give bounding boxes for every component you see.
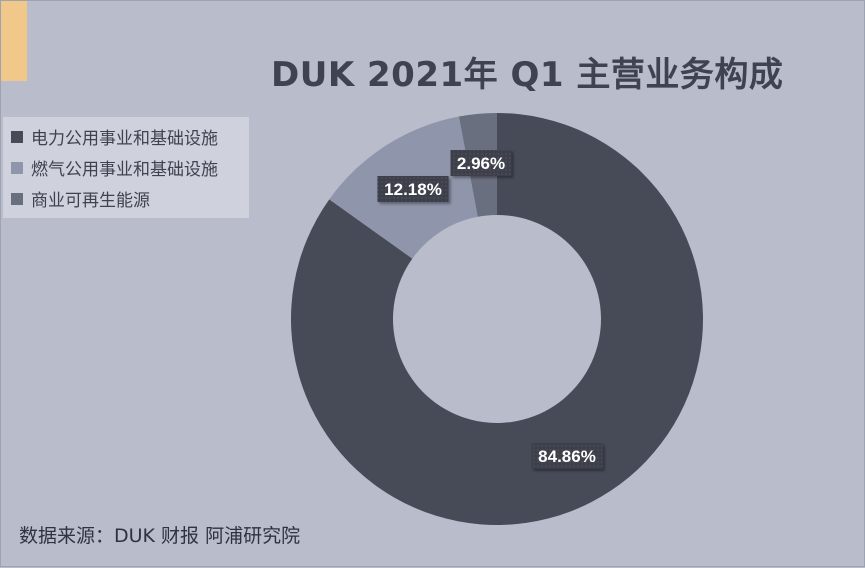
data-source-note: 数据来源：DUK 财报 阿浦研究院 (19, 525, 301, 547)
legend-item: 商业可再生能源 (3, 183, 249, 214)
legend-item: 燃气公用事业和基础设施 (3, 152, 249, 183)
legend-item: 电力公用事业和基础设施 (3, 121, 249, 152)
data-label-text: 12.18% (384, 180, 442, 199)
data-label-text: 84.86% (538, 447, 596, 466)
corner-accent (1, 1, 27, 81)
legend-label: 电力公用事业和基础设施 (31, 129, 218, 149)
legend-swatch (11, 192, 23, 205)
data-label: 12.18% (377, 176, 449, 202)
legend-label: 商业可再生能源 (31, 191, 150, 211)
data-label-text: 2.96% (457, 154, 505, 173)
chart-legend: 电力公用事业和基础设施 燃气公用事业和基础设施 商业可再生能源 (3, 117, 249, 218)
legend-swatch (11, 130, 23, 143)
donut-slice (291, 113, 704, 525)
legend-swatch (11, 161, 23, 174)
legend-label: 燃气公用事业和基础设施 (31, 160, 218, 180)
data-label: 84.86% (531, 443, 603, 469)
chart-title: DUK 2021年 Q1 主营业务构成 (271, 55, 784, 95)
data-label: 2.96% (450, 150, 512, 176)
